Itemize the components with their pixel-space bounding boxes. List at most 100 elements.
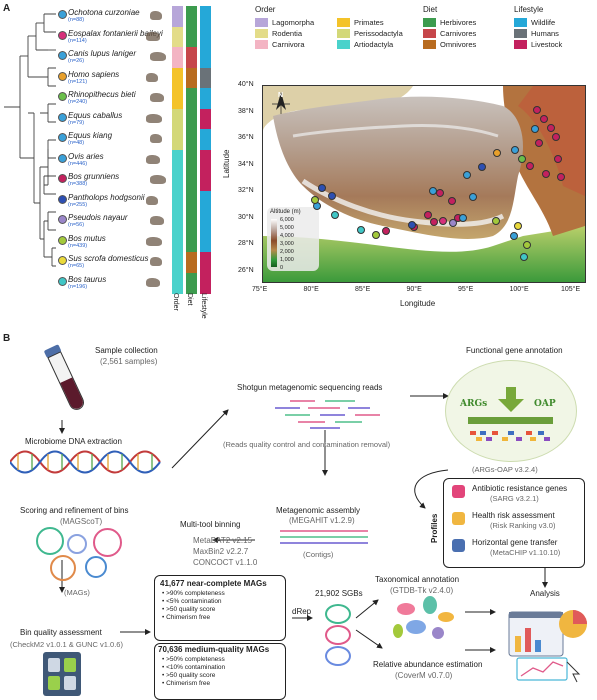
sampling-site-dot [436,189,445,198]
diet-bar-label: Diet [186,293,193,306]
sampling-site-dot [424,211,433,220]
diet-bar-segment [186,190,197,212]
species-tip-dot [58,174,67,183]
lifestyle-bar-segment [200,129,211,150]
sampling-site-dot [511,146,520,155]
species-tip-dot [58,92,67,101]
sampling-site-dot [447,196,456,205]
near-complete-criterion: • <5% contamination [162,598,222,605]
map-x-tick: 80°E [303,286,319,293]
gtdb-version: (GTDB-Tk v2.4.0) [390,586,454,595]
contigs-icon [280,530,368,544]
species-label: Canis lupus laniger (n=26) [68,49,136,64]
animal-silhouette-icon [146,113,162,123]
animal-silhouette-icon [150,11,162,20]
species-name: Bos mutus [68,233,106,243]
near-complete-criterion: • Chimerism free [162,614,211,621]
map-x-tick: 75°E [252,286,268,293]
map-y-axis-label: Latitude [222,149,231,178]
legend-label: Artiodactyla [354,40,394,49]
sampling-site-dot [523,241,532,250]
altitude-tick: 5,000 [280,225,294,231]
lifestyle-bar-segment [200,47,211,68]
lifestyle-bar-segment [200,170,211,191]
sgb-circle [325,646,351,666]
legend-diet-title: Diet [423,5,438,14]
species-label: Equus kiang (n=48) [68,131,112,146]
oap-label: OAP [534,399,556,409]
profile-icon [452,485,465,498]
profiles-label: Profiles [430,513,439,543]
contigs-label: (Contigs) [303,550,334,559]
medium-quality-criterion: • <10% contamination [162,664,226,671]
lifestyle-bar-segment [200,67,211,89]
legend-diet-item: Herbivores [423,17,476,28]
assembly-title: Metagenomic assembly [276,506,361,515]
scoring-title: Scoring and refinement of bins [20,506,129,515]
map-x-axis-label: Longitude [400,299,436,308]
sampling-site-dot [356,225,365,234]
species-tip-dot [58,51,67,60]
species-count: (n=255) [68,201,88,208]
profile-title: Antibiotic resistance genes [472,484,568,493]
medium-quality-box [154,643,286,700]
species-tip-dot [58,235,67,245]
legend-label: Herbivores [440,18,477,27]
order-bar-segment [172,190,183,212]
sampling-site-dot [408,220,417,229]
diet-bar-segment [186,252,197,273]
species-tip-dot [58,133,67,142]
profile-title: Health risk assessment [472,511,555,520]
animal-silhouette-icon [150,257,162,266]
megahit-version: (MEGAHIT v1.2.9) [289,516,355,525]
legend-label: Carnivores [440,29,477,38]
sgb-circle [325,604,351,624]
drep-label: dRep [292,607,312,616]
legend-order: Lagomorpha Primates Rodentia Perissodactyla… [255,17,425,50]
legend-diet: Herbivores Carnivores Omnivores [423,17,476,50]
profiles-box [443,478,585,568]
species-label: Equus caballus (n=79) [68,111,122,126]
map-x-tick: 105°E [561,286,581,293]
analysis-dashboard-icon [508,610,587,683]
lifestyle-bar-segment [200,190,211,212]
args-label: ARGs [460,399,488,409]
binning-title: Multi-tool binning [180,520,241,529]
mags-label: (MAGs) [64,588,90,597]
legend-label: Perissodactyla [354,29,403,38]
map-x-tick: 90°E [406,286,422,293]
animal-silhouette-icon [150,216,164,225]
map-x-tick: 100°E [509,286,529,293]
legend-swatch [337,29,350,38]
legend-label: Carnivora [272,40,305,49]
sampling-site-dot [491,216,500,225]
bin-quality-title: Bin quality assessment [20,628,102,637]
map-y-tick: 36°N [238,134,254,141]
animal-silhouette-icon [150,134,162,143]
sample-collection-title: Sample collection [95,346,158,355]
sampling-site-dot [492,148,501,157]
binning-tool: CONCOCT v1.1.0 [193,558,258,567]
animal-silhouette-icon [146,72,158,82]
species-tip-dot [58,194,67,204]
altitude-legend: Altitude (m) 6,000 5,000 4,000 3,000 2,000 1,… [267,207,319,271]
species-tip-dot [58,215,67,224]
altitude-tick: 0 [280,265,284,271]
sampling-site-dot [371,230,380,239]
legend-label: Wildlife [531,18,556,27]
order-bar-segment [172,6,183,27]
sampling-site-dot [540,114,549,123]
legend-order-item: Rodentia [255,28,337,39]
diet-bar-segment [186,108,197,130]
legend-lifestyle: Wildlife Humans Livestock [514,17,562,50]
species-tip-dot [58,276,67,286]
diet-bar-segment [186,129,197,150]
sampling-site-dot [429,217,438,226]
lifestyle-bar-segment [200,6,211,27]
profile-subtitle: (MetaCHIP v1.10.10) [490,548,561,557]
near-complete-criteria: • >90% completeness • <5% contamination • … [162,590,225,622]
species-tip-dot [58,153,67,163]
animal-silhouette-icon [146,236,162,246]
legend-order-item: Carnivora [255,39,337,50]
order-bar-segment [172,170,183,191]
